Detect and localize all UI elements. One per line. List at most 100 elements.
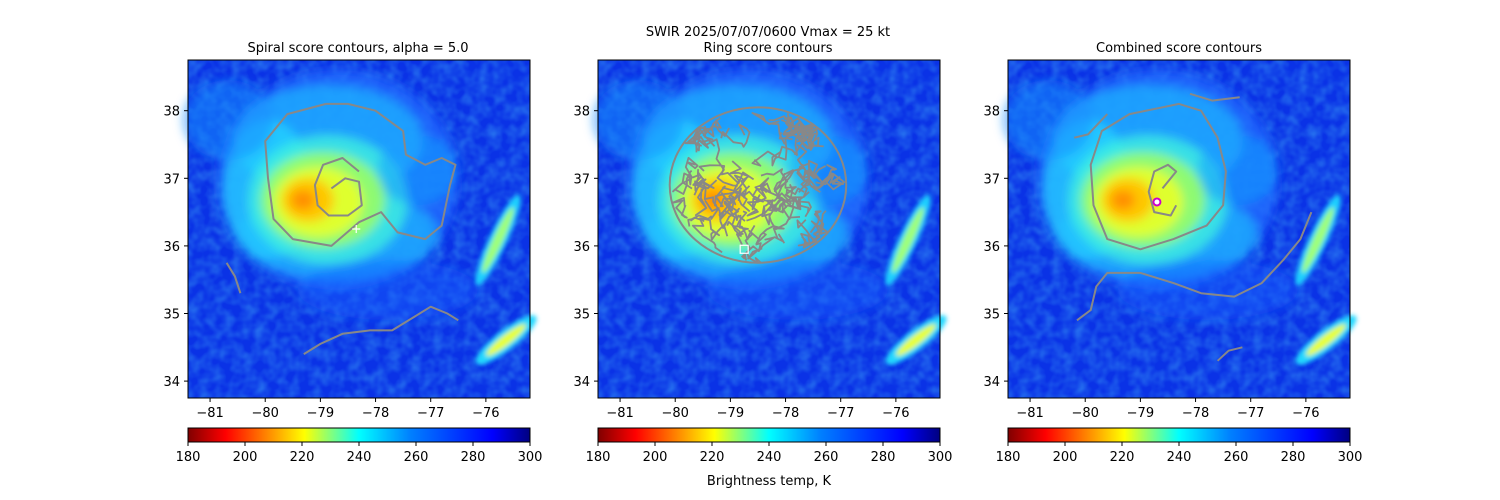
colorbar-tick-label: 240	[1167, 450, 1192, 465]
contour-line	[797, 210, 827, 247]
colorbar-gradient	[597, 427, 941, 443]
colorbar-tick-label: 300	[1338, 450, 1363, 465]
contour-line	[720, 123, 751, 148]
axes-frame-ring	[597, 59, 941, 399]
contour-line	[726, 214, 749, 235]
colorbar-tick-label: 180	[996, 450, 1021, 465]
contour-line	[773, 169, 794, 214]
colorbar-ring: 180 200 220 240 260 280 300	[586, 427, 953, 465]
colorbar-tick-label: 300	[518, 450, 543, 465]
contour-line	[782, 113, 796, 140]
x-tick-label: −81	[196, 406, 223, 421]
x-tick-label: −78	[772, 406, 799, 421]
y-tick-label: 36	[163, 240, 180, 255]
center-circle-marker	[1152, 197, 1162, 207]
x-tick-label: −76	[882, 406, 909, 421]
contour-line	[746, 192, 793, 217]
x-tick-label: −80	[1072, 406, 1099, 421]
contour-line	[723, 197, 739, 237]
colorbar-tick-label: 200	[643, 450, 668, 465]
contour-line	[1189, 92, 1240, 102]
contour-line	[1076, 211, 1313, 322]
satellite-image-ring	[593, 60, 952, 398]
colorbar-tick-label: 180	[176, 450, 201, 465]
y-tick-label: 38	[163, 105, 180, 120]
y-tick-label: 35	[163, 308, 180, 323]
contour-line	[689, 216, 723, 254]
contour-line	[751, 150, 782, 167]
contour-line	[760, 168, 789, 192]
contour-line	[793, 125, 815, 156]
contour-line	[690, 127, 713, 152]
contour-line	[729, 160, 751, 199]
y-tick-label: 37	[983, 172, 1000, 187]
colorbar-tick-label: 200	[233, 450, 258, 465]
contour-line	[264, 102, 457, 247]
contour-line	[798, 162, 814, 193]
x-tick-label: −81	[606, 406, 633, 421]
y-tick-label: 37	[573, 172, 590, 187]
contour-line	[699, 217, 728, 241]
colorbar-tick-label: 200	[1053, 450, 1078, 465]
contour-line	[1073, 113, 1109, 139]
contour-line	[755, 233, 786, 252]
axes-frame-spiral	[187, 59, 531, 399]
y-tick-label: 35	[573, 308, 590, 323]
contour-line	[794, 119, 815, 132]
center-marker-spiral	[352, 225, 361, 233]
x-tick-label: −78	[362, 406, 389, 421]
x-tick-label: −81	[1016, 406, 1043, 421]
x-tick-label: −79	[307, 406, 334, 421]
center-marker-ring	[739, 244, 749, 254]
contour-line	[671, 197, 688, 219]
x-tick-label: −77	[827, 406, 854, 421]
x-tick-label: −77	[417, 406, 444, 421]
center-square-marker	[739, 244, 749, 254]
x-tick-label: −80	[662, 406, 689, 421]
panel-title-ring: Ring score contours	[703, 41, 832, 56]
x-tick-label: −80	[252, 406, 279, 421]
x-axis-combined: −81 −80 −79 −78 −77 −76	[1016, 398, 1320, 421]
contour-line	[735, 190, 764, 211]
y-axis-spiral: 34 35 36 37 38	[163, 105, 188, 390]
colorbar-tick-label: 240	[347, 450, 372, 465]
contour-line	[303, 305, 459, 355]
colorbar-tick-label: 180	[586, 450, 611, 465]
contour-line	[705, 138, 738, 187]
figure-title: SWIR 2025/07/07/0600 Vmax = 25 kt	[646, 25, 890, 40]
contour-line	[1147, 163, 1178, 217]
y-tick-label: 34	[163, 375, 180, 390]
y-tick-label: 36	[573, 240, 590, 255]
contour-line	[754, 177, 772, 199]
contour-line	[694, 181, 715, 216]
y-axis-combined: 34 35 36 37 38	[983, 105, 1008, 390]
panel-spiral: Spiral score contours, alpha = 5.0 −81 −8…	[163, 41, 542, 465]
colorbar-tick-label: 300	[928, 450, 953, 465]
y-tick-label: 36	[983, 240, 1000, 255]
satellite-image-combined	[1003, 60, 1362, 398]
y-tick-label: 37	[163, 172, 180, 187]
colorbar-spiral: 180 200 220 240 260 280 300	[176, 427, 543, 465]
x-tick-label: −79	[717, 406, 744, 421]
x-tick-label: −78	[1182, 406, 1209, 421]
contour-line	[796, 144, 816, 180]
y-tick-label: 35	[983, 308, 1000, 323]
y-tick-label: 38	[573, 105, 590, 120]
contour-line	[694, 169, 718, 192]
panel-ring: Ring score contours −81 −80 −79 −78 −77 −76 3…	[573, 41, 952, 489]
contour-line	[698, 164, 755, 185]
colorbar-gradient	[1007, 427, 1351, 443]
contour-line	[687, 199, 720, 227]
contour-line	[313, 157, 363, 217]
center-marker-combined	[1152, 197, 1162, 207]
contour-line	[684, 156, 699, 186]
contour-group-combined	[1073, 92, 1313, 362]
contour-line	[751, 112, 786, 145]
colorbar-tick-label: 280	[1281, 450, 1306, 465]
contour-line	[809, 210, 829, 235]
contour-line	[225, 262, 242, 294]
x-tick-label: −76	[472, 406, 499, 421]
x-tick-label: −76	[1292, 406, 1319, 421]
contour-group-spiral	[225, 102, 459, 355]
